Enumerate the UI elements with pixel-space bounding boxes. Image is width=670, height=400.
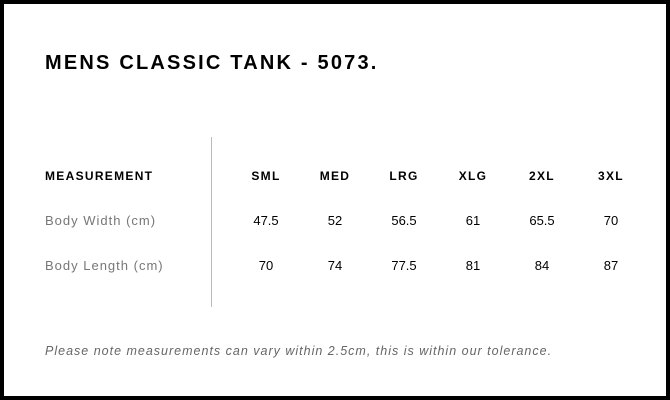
table-cell: 77.5 [391, 258, 417, 273]
page-title: MENS CLASSIC TANK - 5073. [45, 52, 379, 74]
row-label: Body Length (cm) [45, 258, 164, 273]
table-cell: 61 [465, 213, 481, 228]
size-header-med: MED [319, 169, 351, 183]
size-header-2xl: 2XL [529, 169, 555, 183]
table-cell: 84 [534, 258, 550, 273]
size-header-sml: SML [251, 169, 281, 183]
row-label: Body Width (cm) [45, 213, 157, 228]
column-divider [211, 137, 212, 307]
size-header-xlg: XLG [458, 169, 488, 183]
table-cell: 81 [465, 258, 481, 273]
table-cell: 47.5 [253, 213, 279, 228]
table-cell: 74 [327, 258, 343, 273]
table-cell: 52 [327, 213, 343, 228]
table-cell: 56.5 [391, 213, 417, 228]
measurement-header: MEASUREMENT [45, 169, 154, 183]
table-cell: 70 [603, 213, 619, 228]
size-header-lrg: LRG [389, 169, 419, 183]
table-cell: 70 [258, 258, 274, 273]
table-cell: 65.5 [529, 213, 555, 228]
size-header-3xl: 3XL [598, 169, 624, 183]
tolerance-note: Please note measurements can vary within… [45, 344, 553, 358]
table-cell: 87 [603, 258, 619, 273]
